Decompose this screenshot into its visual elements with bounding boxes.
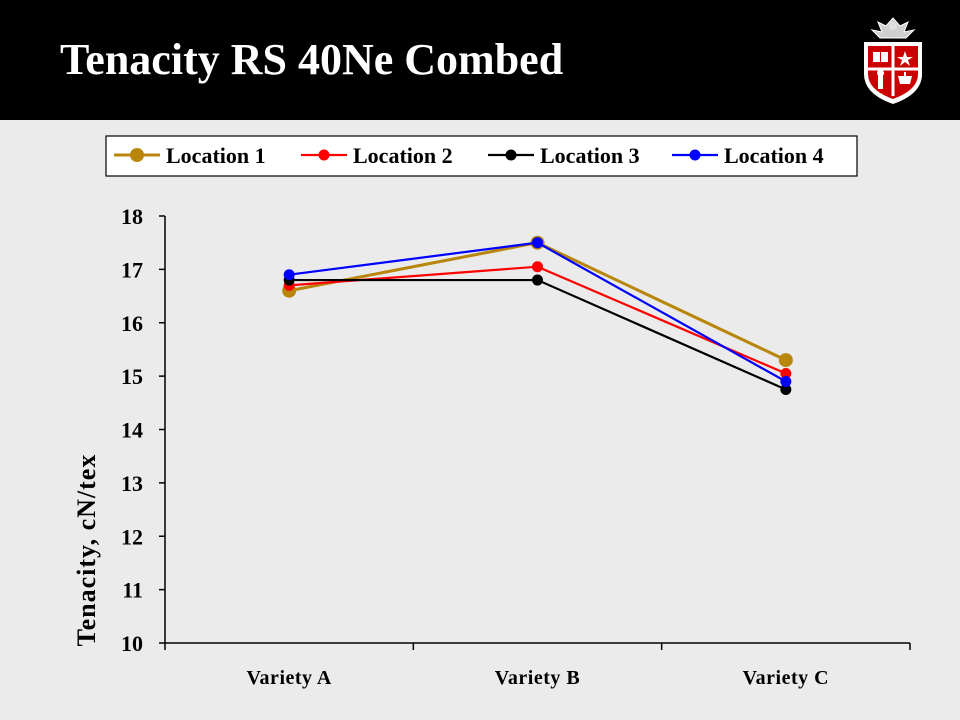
data-point <box>283 269 295 281</box>
legend-label: Location 1 <box>166 143 266 168</box>
legend-marker <box>689 149 701 161</box>
data-point <box>780 383 792 395</box>
university-shield-logo-icon <box>864 17 922 104</box>
y-axis-label: Tenacity, cN/tex <box>72 454 101 647</box>
data-point <box>780 375 792 387</box>
legend-marker <box>318 149 330 161</box>
data-point <box>778 353 793 368</box>
x-tick-label: Variety C <box>743 667 830 689</box>
y-tick-label: 11 <box>122 578 143 603</box>
y-tick-label: 12 <box>121 524 143 549</box>
data-point <box>532 237 543 249</box>
data-point <box>532 274 543 286</box>
legend-marker <box>130 148 144 162</box>
y-tick-label: 18 <box>121 204 143 229</box>
x-tick-label: Variety B <box>495 667 580 689</box>
chart-legend: Location 1 Location 2 Location 3 Location 4 <box>105 135 858 177</box>
tenacity-line-chart: Location 1 Location 2 Location 3 Location 4… <box>72 135 911 689</box>
chart-series <box>282 235 793 395</box>
title-bar: Tenacity RS 40Ne Combed <box>0 0 960 120</box>
legend-label: Location 2 <box>353 143 453 168</box>
chart-axes: 10 11 12 13 14 15 16 17 18 Variety A Variety B Vari… <box>121 204 911 689</box>
series-line <box>289 278 787 391</box>
legend-marker <box>505 149 517 161</box>
series-4 <box>283 237 792 387</box>
y-tick-label: 17 <box>121 257 143 282</box>
series-3 <box>283 274 792 395</box>
y-tick-label: 15 <box>121 364 143 389</box>
data-point <box>532 261 543 273</box>
y-tick-label: 13 <box>121 471 143 496</box>
series-1 <box>282 235 793 368</box>
y-tick-label: 14 <box>121 418 143 443</box>
x-tick-label: Variety A <box>246 667 331 689</box>
data-point <box>780 367 792 379</box>
legend-label: Location 3 <box>540 143 640 168</box>
legend-box <box>105 135 858 177</box>
slide-title: Tenacity RS 40Ne Combed <box>60 35 564 84</box>
legend-label: Location 4 <box>724 143 824 168</box>
y-tick-label: 10 <box>121 631 143 656</box>
y-tick-label: 16 <box>121 311 143 336</box>
